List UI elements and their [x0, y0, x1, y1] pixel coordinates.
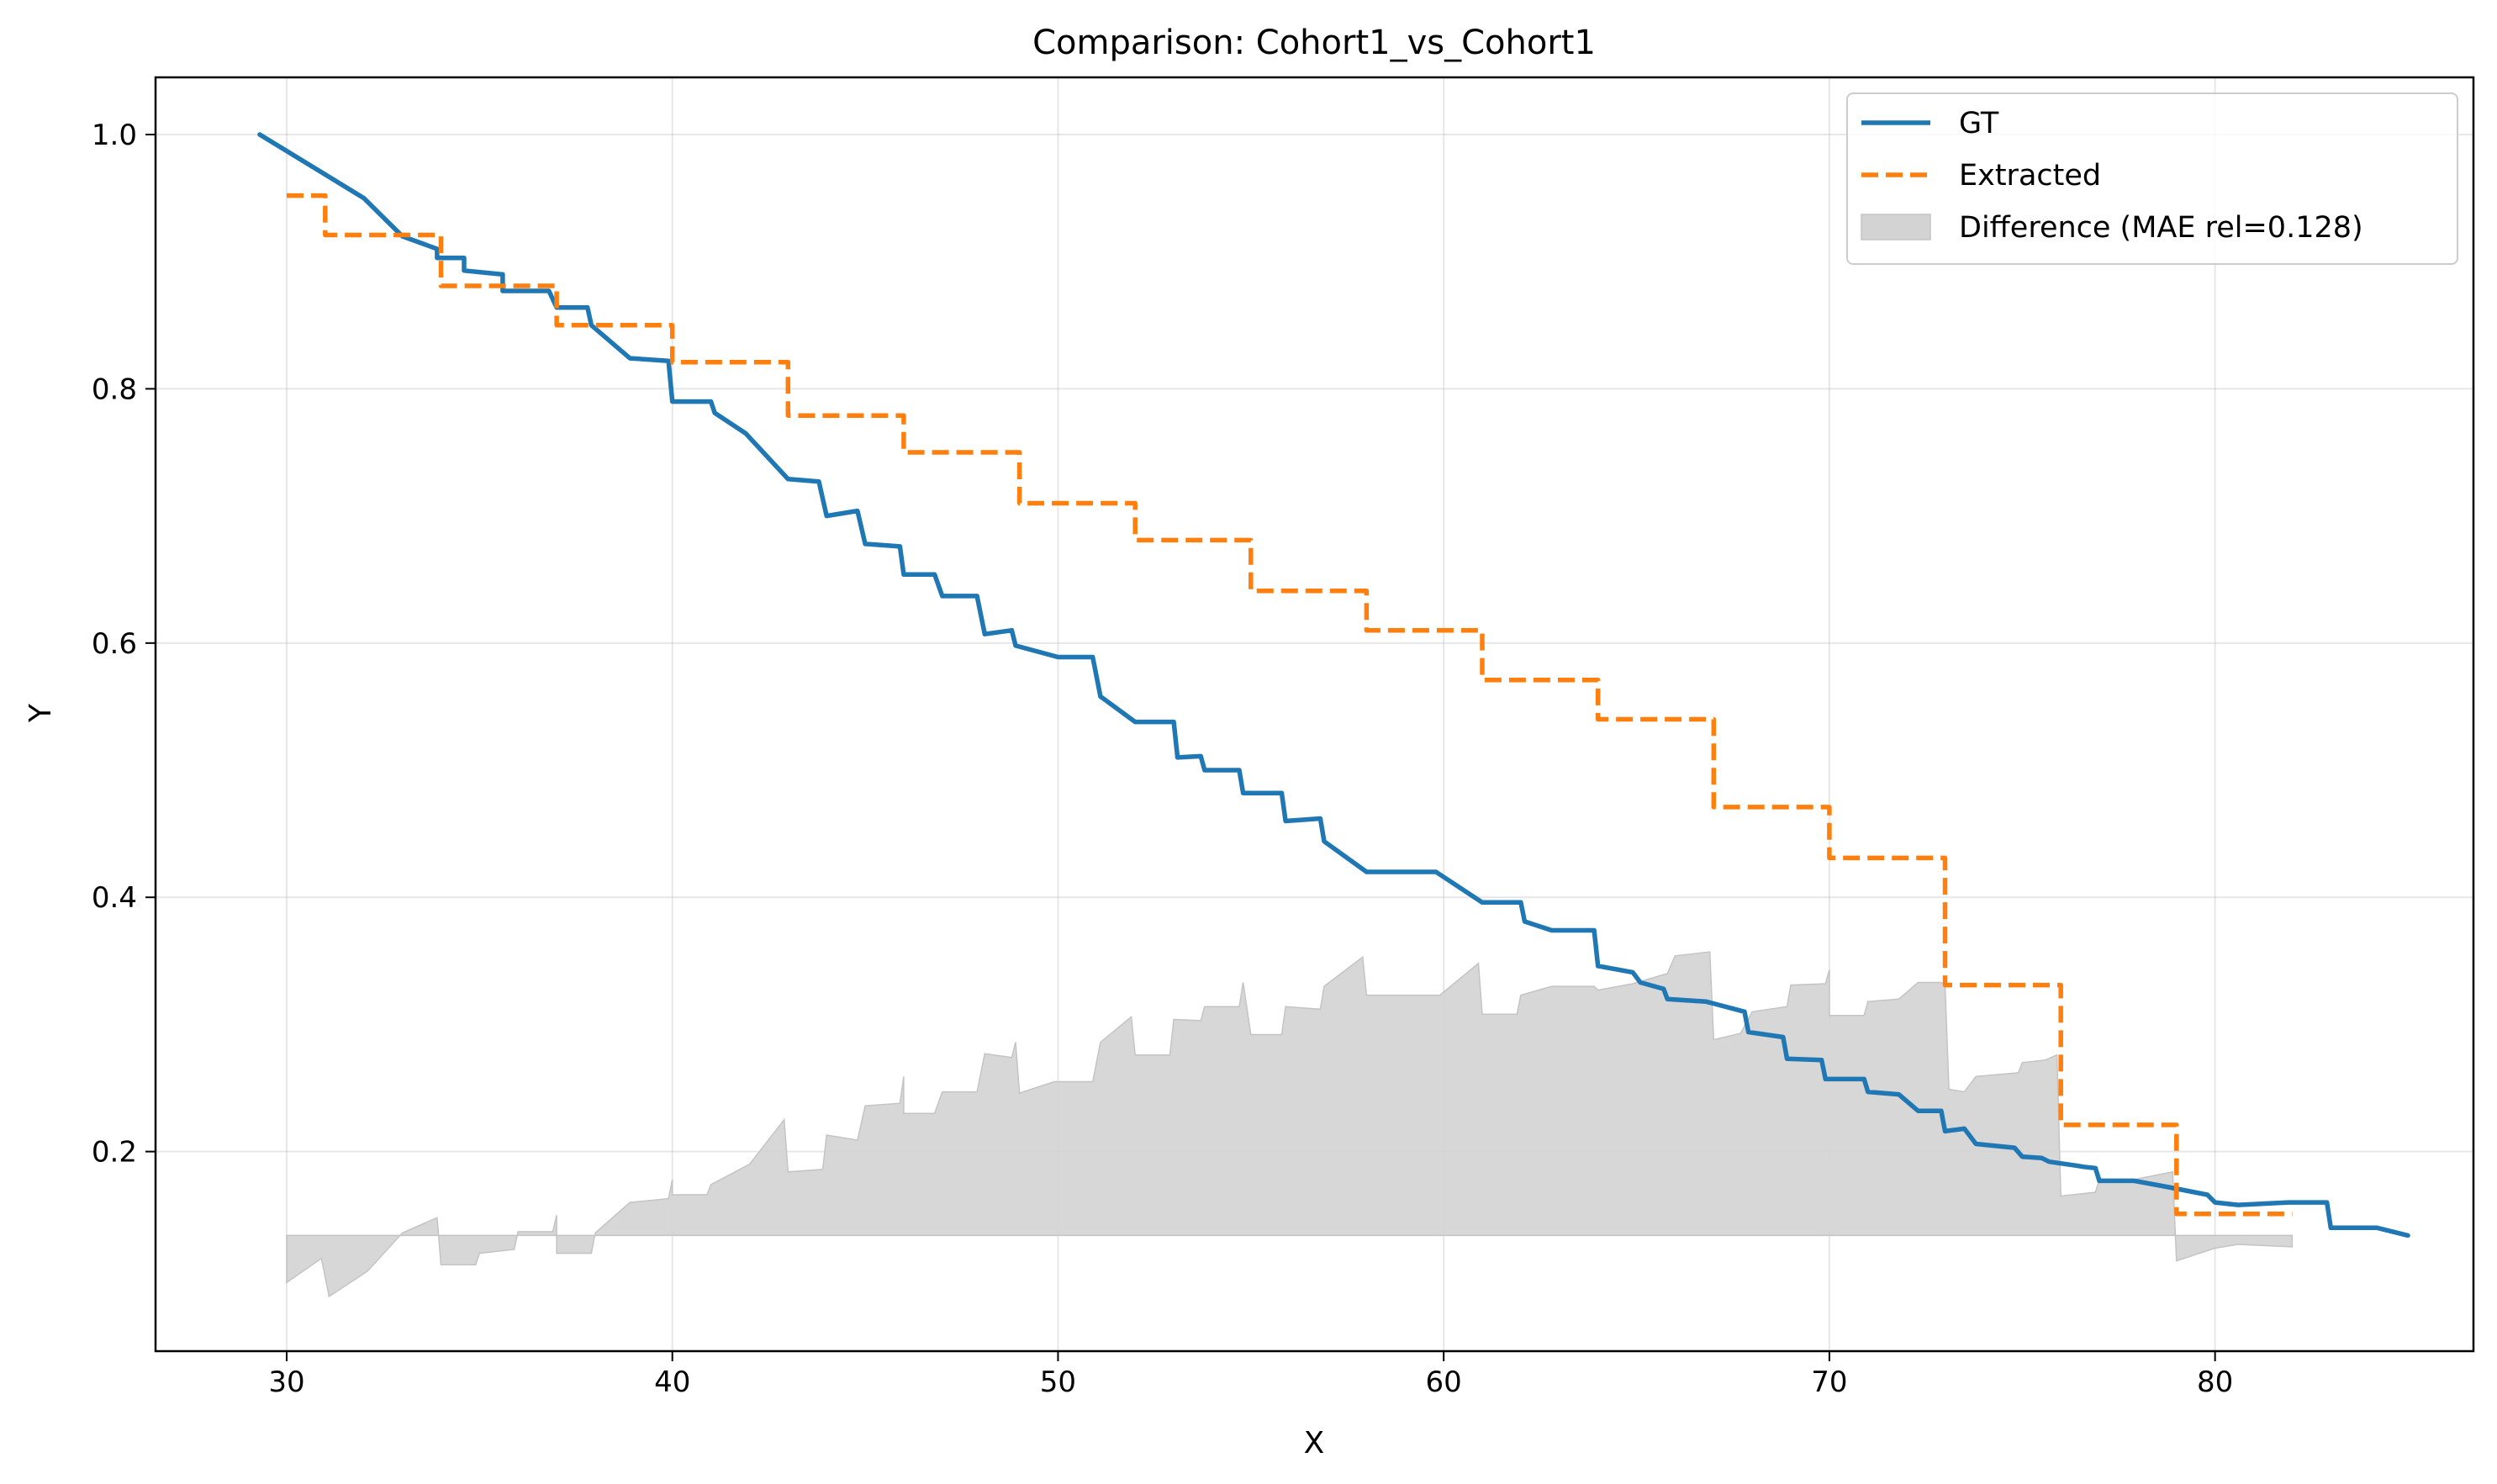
legend-label: Extracted: [1959, 159, 2101, 193]
x-axis: 30 40 50 60 70 80: [268, 1351, 2233, 1399]
legend-label: GT: [1959, 107, 1999, 140]
x-tick-label: 80: [2197, 1365, 2233, 1399]
legend-entry: Extracted: [1861, 159, 2101, 193]
series-line-extracted: [287, 193, 2293, 1217]
y-tick-label: 0.8: [92, 372, 137, 406]
difference-area-layer: [286, 951, 2294, 1298]
legend-box: [1846, 92, 2458, 265]
series-line-gt: [257, 132, 2410, 1238]
y-tick-label: 1.0: [92, 119, 137, 152]
chart-title: Comparison: Cohort1_vs_Cohort1: [1032, 24, 1596, 62]
x-axis-label: X: [1304, 1426, 1325, 1460]
y-tick-label: 0.6: [92, 627, 137, 661]
legend: GT Extracted Difference (MAE rel=0.128): [1846, 92, 2458, 265]
x-tick-label: 70: [1811, 1365, 1847, 1399]
legend-label: Difference (MAE rel=0.128): [1959, 211, 2363, 245]
x-tick-label: 50: [1040, 1365, 1076, 1399]
legend-swatch-difference: [1861, 214, 1931, 240]
y-tick-label: 0.4: [92, 881, 137, 915]
x-tick-label: 30: [268, 1365, 304, 1399]
plot-frame: [154, 76, 2475, 1353]
y-tick-label: 0.2: [92, 1136, 137, 1170]
x-tick-label: 40: [654, 1365, 690, 1399]
difference-area: [286, 951, 2294, 1298]
legend-entry: GT: [1861, 107, 1999, 140]
series-lines-layer: [257, 132, 2410, 1238]
y-axis: 0.2 0.4 0.6 0.8 1.0: [92, 119, 156, 1170]
legend-entry: Difference (MAE rel=0.128): [1861, 211, 2363, 245]
x-tick-label: 60: [1426, 1365, 1462, 1399]
plot-area: [154, 76, 2475, 1353]
y-axis-label: Y: [24, 703, 58, 723]
